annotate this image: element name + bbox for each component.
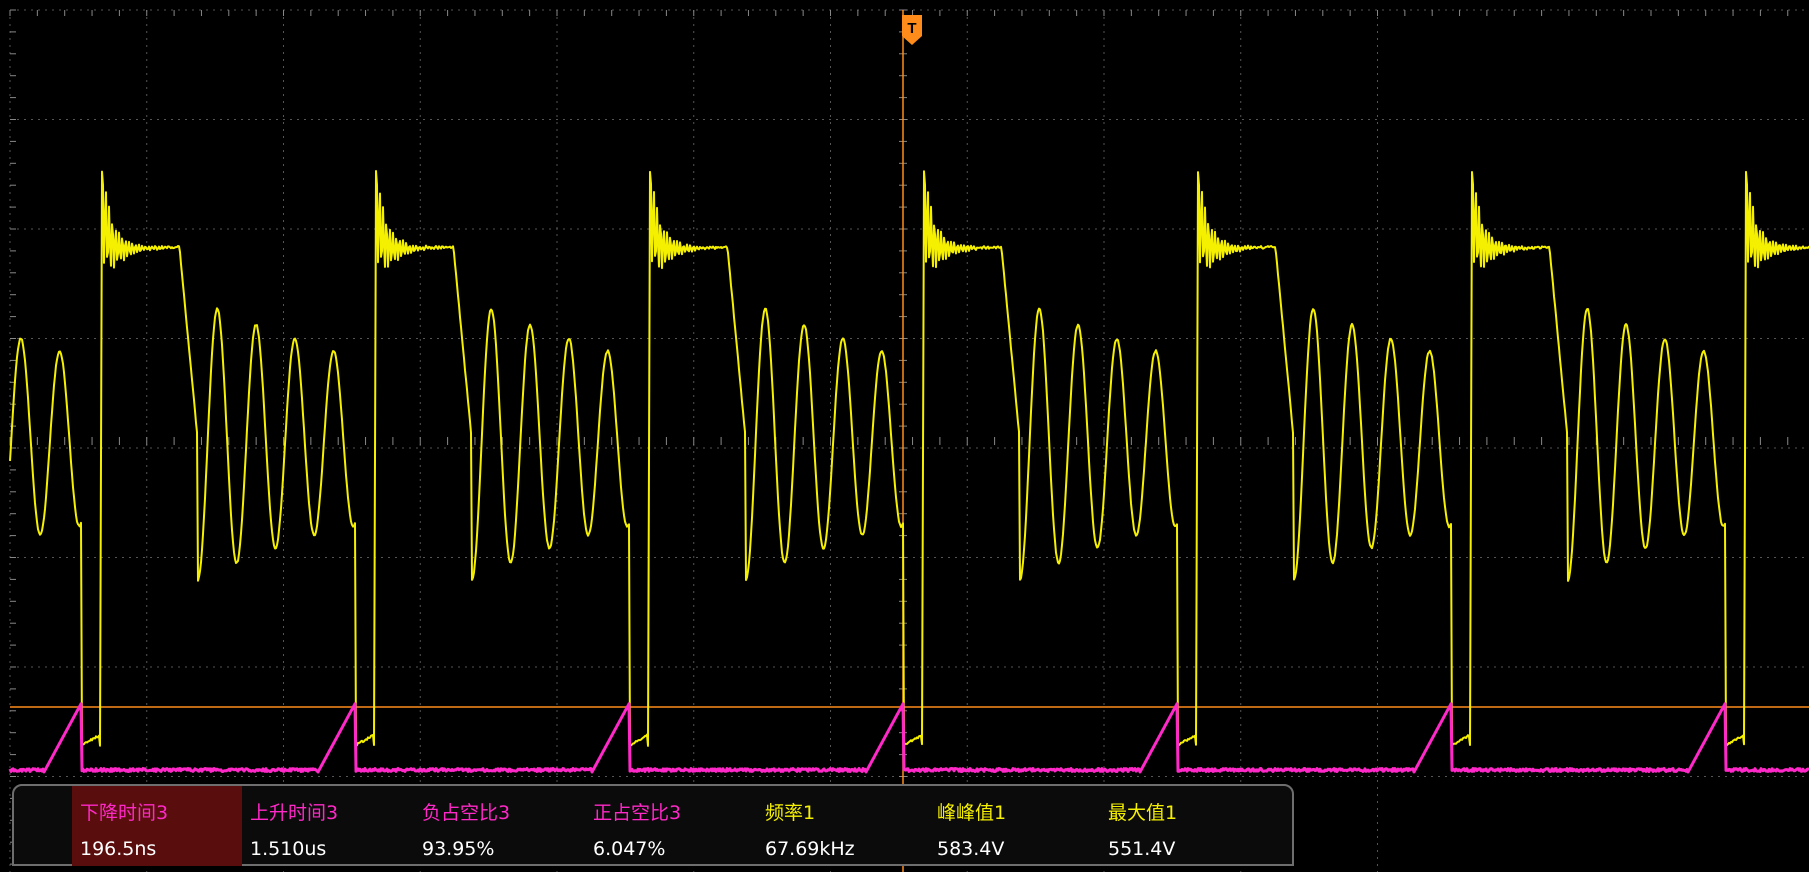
trigger-position-marker[interactable]: T [899, 12, 925, 46]
measurement-value: 196.5ns [80, 838, 156, 860]
measurement-value: 6.047% [593, 838, 665, 860]
measurement-peak-to-peak-1[interactable]: 峰峰值1 583.4V [929, 786, 1099, 866]
measurement-frequency-1[interactable]: 频率1 67.69kHz [757, 786, 927, 866]
measurement-label: 最大值1 [1108, 798, 1177, 825]
measurement-panel: 下降时间3 196.5ns 上升时间3 1.510us 负占空比3 93.95%… [12, 784, 1294, 866]
trigger-marker-label: T [907, 20, 916, 37]
measurement-label: 上升时间3 [250, 798, 338, 825]
measurement-value: 67.69kHz [765, 838, 855, 860]
measurement-positive-duty-3[interactable]: 正占空比3 6.047% [585, 786, 755, 866]
measurement-value: 583.4V [937, 838, 1004, 860]
measurement-value: 551.4V [1108, 838, 1175, 860]
measurement-label: 正占空比3 [593, 798, 681, 825]
measurement-value: 93.95% [422, 838, 494, 860]
measurement-max-1[interactable]: 最大值1 551.4V [1100, 786, 1270, 866]
measurement-fall-time-3[interactable]: 下降时间3 196.5ns [72, 786, 242, 866]
measurement-label: 频率1 [765, 798, 815, 825]
measurement-negative-duty-3[interactable]: 负占空比3 93.95% [414, 786, 584, 866]
measurement-rise-time-3[interactable]: 上升时间3 1.510us [242, 786, 412, 866]
measurement-value: 1.510us [250, 838, 326, 860]
measurement-label: 下降时间3 [80, 798, 168, 825]
measurement-label: 负占空比3 [422, 798, 510, 825]
measurement-label: 峰峰值1 [937, 798, 1006, 825]
